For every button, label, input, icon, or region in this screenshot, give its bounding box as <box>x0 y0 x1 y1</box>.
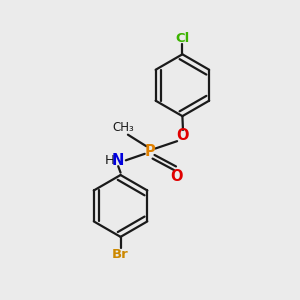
Text: H: H <box>104 154 114 167</box>
Text: O: O <box>176 128 189 143</box>
Text: O: O <box>170 169 183 184</box>
Text: P: P <box>145 144 155 159</box>
Text: Cl: Cl <box>175 32 190 45</box>
Text: N: N <box>112 153 124 168</box>
Text: CH₃: CH₃ <box>112 121 134 134</box>
Text: Br: Br <box>112 248 129 261</box>
